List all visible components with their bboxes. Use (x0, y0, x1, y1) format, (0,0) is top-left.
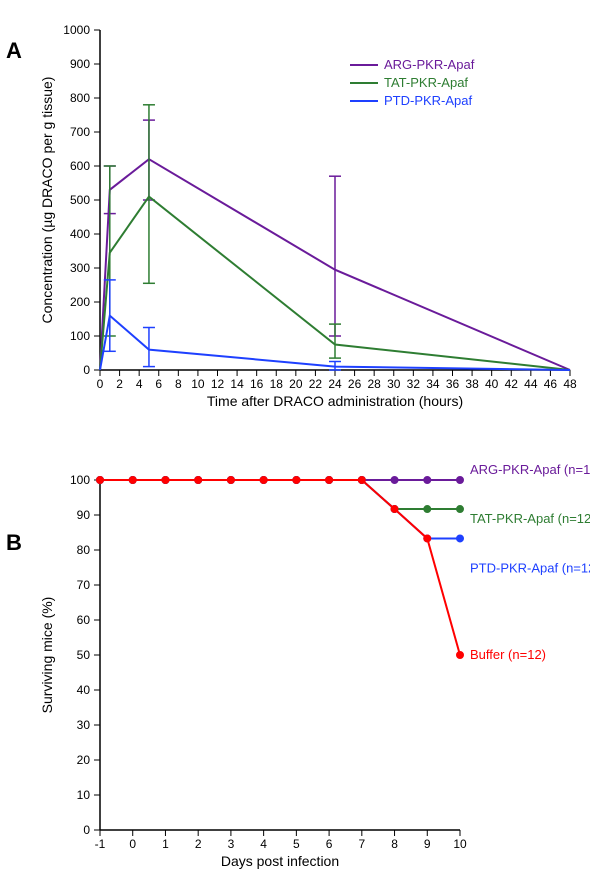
svg-text:0: 0 (83, 363, 90, 377)
svg-text:10: 10 (77, 788, 91, 802)
series-marker (457, 652, 464, 659)
svg-text:80: 80 (77, 543, 91, 557)
svg-text:28: 28 (367, 377, 381, 391)
series-marker (293, 477, 300, 484)
svg-text:2: 2 (116, 377, 123, 391)
svg-text:9: 9 (424, 837, 431, 851)
svg-text:30: 30 (387, 377, 401, 391)
svg-text:-1: -1 (95, 837, 106, 851)
svg-text:200: 200 (70, 295, 90, 309)
series-marker (326, 477, 333, 484)
chart-a: 0246810121416182022242628303234363840424… (30, 10, 590, 420)
svg-text:44: 44 (524, 377, 538, 391)
svg-text:50: 50 (77, 648, 91, 662)
svg-text:12: 12 (211, 377, 225, 391)
svg-text:6: 6 (326, 837, 333, 851)
svg-text:26: 26 (348, 377, 362, 391)
series-marker (457, 535, 464, 542)
series-marker (227, 477, 234, 484)
legend-label: TAT-PKR-Apaf (384, 75, 468, 90)
svg-text:24: 24 (328, 377, 342, 391)
svg-text:4: 4 (136, 377, 143, 391)
svg-text:70: 70 (77, 578, 91, 592)
svg-text:48: 48 (563, 377, 577, 391)
series-end-label: TAT-PKR-Apaf (n=12) (470, 511, 590, 526)
svg-text:20: 20 (289, 377, 303, 391)
page: A 02468101214161820222426283032343638404… (0, 0, 598, 892)
svg-text:300: 300 (70, 261, 90, 275)
legend-label: PTD-PKR-Apaf (384, 93, 473, 108)
series-marker (424, 477, 431, 484)
svg-text:Surviving mice (%): Surviving mice (%) (39, 597, 55, 714)
svg-text:40: 40 (77, 683, 91, 697)
series-marker (391, 506, 398, 513)
legend-label: ARG-PKR-Apaf (384, 57, 475, 72)
svg-text:14: 14 (230, 377, 244, 391)
series-end-label: PTD-PKR-Apaf (n=12) (470, 560, 590, 575)
svg-text:10: 10 (191, 377, 205, 391)
series-marker (358, 477, 365, 484)
svg-text:700: 700 (70, 125, 90, 139)
series-marker (260, 477, 267, 484)
svg-text:100: 100 (70, 473, 90, 487)
svg-text:30: 30 (77, 718, 91, 732)
svg-text:900: 900 (70, 57, 90, 71)
svg-text:Concentration (µg DRACO per g: Concentration (µg DRACO per g tissue) (39, 77, 55, 324)
series-marker (195, 477, 202, 484)
svg-text:6: 6 (155, 377, 162, 391)
svg-text:500: 500 (70, 193, 90, 207)
svg-text:100: 100 (70, 329, 90, 343)
series-end-label: ARG-PKR-Apaf (n=12) (470, 462, 590, 477)
svg-text:4: 4 (260, 837, 267, 851)
svg-text:Days post infection: Days post infection (221, 853, 339, 869)
svg-text:0: 0 (129, 837, 136, 851)
series-marker (391, 477, 398, 484)
svg-text:600: 600 (70, 159, 90, 173)
svg-text:0: 0 (83, 823, 90, 837)
series-marker (424, 535, 431, 542)
svg-text:32: 32 (407, 377, 421, 391)
svg-text:0: 0 (97, 377, 104, 391)
svg-text:3: 3 (228, 837, 235, 851)
svg-text:42: 42 (505, 377, 519, 391)
svg-text:Time after DRACO administratio: Time after DRACO administration (hours) (207, 393, 463, 409)
svg-text:60: 60 (77, 613, 91, 627)
series-marker (457, 506, 464, 513)
series-marker (424, 506, 431, 513)
series-marker (162, 477, 169, 484)
series-line (100, 480, 460, 655)
svg-text:38: 38 (465, 377, 479, 391)
panel-a-label: A (6, 38, 22, 64)
svg-text:7: 7 (358, 837, 365, 851)
svg-text:34: 34 (426, 377, 440, 391)
svg-text:8: 8 (175, 377, 182, 391)
svg-text:1: 1 (162, 837, 169, 851)
svg-text:8: 8 (391, 837, 398, 851)
svg-text:2: 2 (195, 837, 202, 851)
svg-text:1000: 1000 (63, 23, 90, 37)
series-line (100, 480, 460, 509)
series-marker (97, 477, 104, 484)
svg-text:36: 36 (446, 377, 460, 391)
svg-text:400: 400 (70, 227, 90, 241)
svg-text:40: 40 (485, 377, 499, 391)
svg-text:10: 10 (453, 837, 467, 851)
svg-text:800: 800 (70, 91, 90, 105)
svg-text:46: 46 (544, 377, 558, 391)
svg-text:90: 90 (77, 508, 91, 522)
chart-b: -10123456789100102030405060708090100Days… (30, 460, 590, 880)
series-marker (457, 477, 464, 484)
svg-text:5: 5 (293, 837, 300, 851)
series-end-label: Buffer (n=12) (470, 647, 546, 662)
svg-text:22: 22 (309, 377, 323, 391)
series-marker (129, 477, 136, 484)
svg-text:20: 20 (77, 753, 91, 767)
svg-text:18: 18 (270, 377, 284, 391)
svg-text:16: 16 (250, 377, 264, 391)
panel-b-label: B (6, 530, 22, 556)
